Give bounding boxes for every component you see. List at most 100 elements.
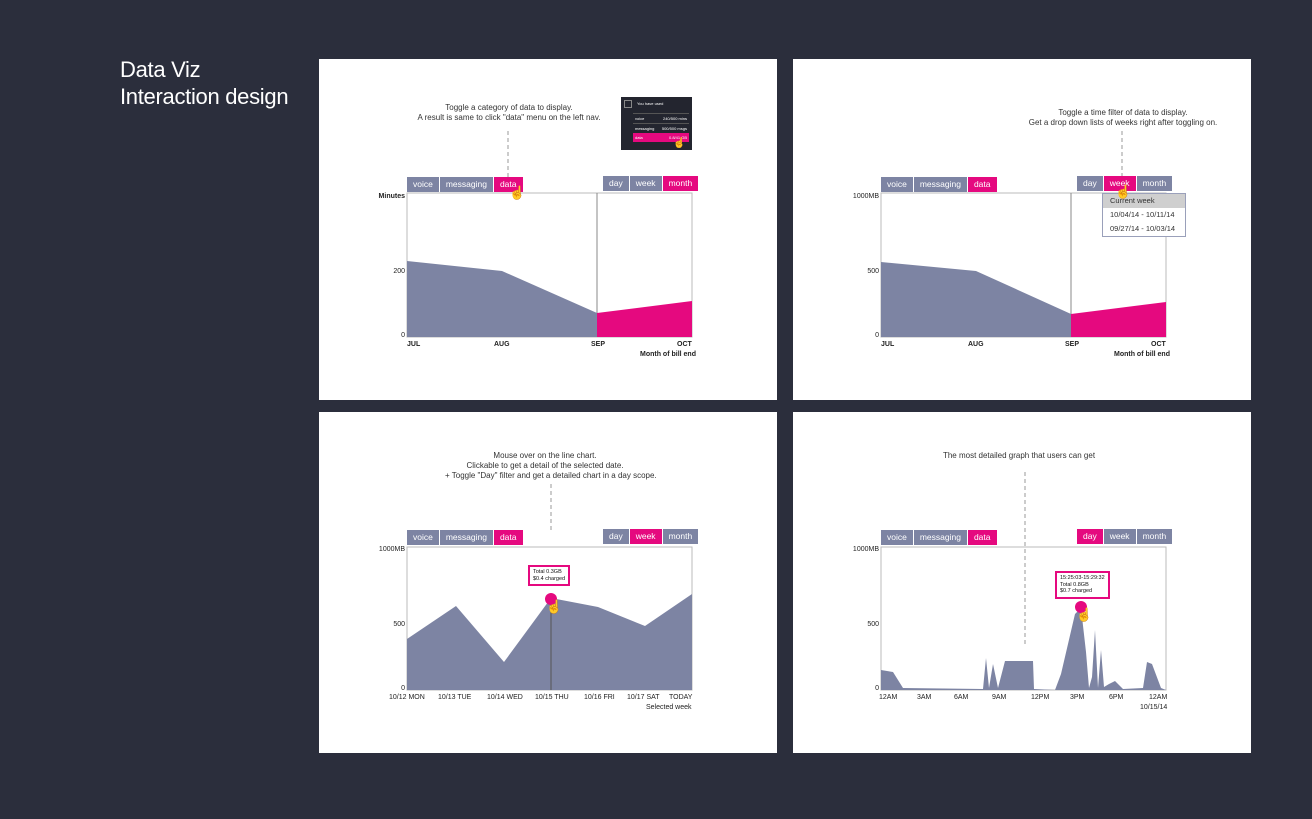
weekly-usage-area[interactable] bbox=[407, 594, 692, 690]
page-title-line2: Interaction design bbox=[120, 84, 289, 109]
y-tick-label: 0 bbox=[401, 332, 405, 339]
past-months-area[interactable] bbox=[407, 261, 597, 337]
usage-row: voice 240/500 mins bbox=[633, 113, 689, 123]
tab-week[interactable]: week bbox=[629, 176, 662, 191]
tab-month[interactable]: month bbox=[662, 176, 699, 191]
usage-row-value: 0.8/41 GB bbox=[668, 135, 687, 140]
note-line: A result is same to click "data" menu on… bbox=[417, 113, 601, 122]
x-tick-label: SEP bbox=[1065, 341, 1080, 348]
tab-messaging[interactable]: messaging bbox=[439, 177, 493, 192]
dropdown-option[interactable]: 10/04/14 - 10/11/14 bbox=[1110, 210, 1175, 219]
x-tick-label: 10/13 TUE bbox=[438, 694, 472, 701]
current-month-area[interactable] bbox=[1071, 302, 1166, 337]
hand-pointer-icon: ☝ bbox=[673, 138, 686, 149]
tab-week[interactable]: week bbox=[629, 529, 662, 544]
dropdown-option[interactable]: Current week bbox=[1103, 194, 1185, 208]
x-tick-label: 10/17 SAT bbox=[627, 694, 660, 701]
usage-header: You have used bbox=[637, 101, 664, 106]
tab-voice[interactable]: voice bbox=[407, 177, 439, 192]
time-tabs: day week month bbox=[603, 176, 699, 191]
current-month-area[interactable] bbox=[597, 301, 692, 337]
tab-messaging[interactable]: messaging bbox=[913, 530, 967, 545]
tab-messaging[interactable]: messaging bbox=[913, 177, 967, 192]
daily-usage-area[interactable] bbox=[881, 608, 1166, 690]
panel1-chart-svg bbox=[406, 131, 693, 338]
page-title: Data Viz Interaction design bbox=[120, 56, 289, 110]
hover-point[interactable] bbox=[1075, 601, 1087, 613]
usage-row-label: data bbox=[635, 135, 643, 140]
tooltip-line: Total 0.8GB bbox=[1060, 581, 1089, 588]
x-tick-label: JUL bbox=[881, 341, 895, 348]
hover-point[interactable] bbox=[545, 593, 557, 605]
time-tabs: day week month bbox=[1077, 176, 1173, 191]
past-months-area[interactable] bbox=[881, 262, 1071, 337]
dropdown-option[interactable]: 09/27/14 - 10/03/14 bbox=[1110, 224, 1176, 233]
usage-row: messaging 500/500 msgs bbox=[633, 123, 689, 133]
hand-pointer-icon: ☝ bbox=[1076, 607, 1093, 622]
note-line: The most detailed graph that users can g… bbox=[942, 451, 1096, 460]
x-tick-label: 10/12 MON bbox=[389, 694, 425, 701]
tab-week[interactable]: week bbox=[1103, 176, 1136, 191]
x-tick-label: SEP bbox=[591, 341, 606, 348]
note-line: + Toggle "Day" filter and get a detailed… bbox=[445, 471, 657, 480]
tab-voice[interactable]: voice bbox=[881, 530, 913, 545]
tab-voice[interactable]: voice bbox=[407, 530, 439, 545]
x-tick-label: 6AM bbox=[954, 694, 969, 701]
x-tick-label: 9AM bbox=[992, 694, 1007, 701]
y-tick-label: 200 bbox=[393, 268, 405, 275]
tab-day[interactable]: day bbox=[1077, 529, 1103, 544]
tab-data[interactable]: data bbox=[493, 177, 523, 192]
x-tick-label: 12AM bbox=[1149, 694, 1168, 701]
tab-week[interactable]: week bbox=[1103, 529, 1136, 544]
tooltip-line: $0.4 charged bbox=[533, 575, 566, 582]
panel-day-chart: The most detailed graph that users can g… bbox=[793, 412, 1251, 753]
tab-day[interactable]: day bbox=[603, 529, 629, 544]
x-axis-title: Selected week bbox=[646, 704, 692, 711]
note-line: Clickable to get a detail of the selecte… bbox=[466, 461, 624, 470]
category-tabs: voice messaging data bbox=[881, 530, 998, 545]
panel4-chart-svg bbox=[880, 472, 1167, 691]
tooltip-line: $0.7 charged bbox=[1060, 588, 1093, 594]
hand-pointer-icon: ☝ bbox=[1115, 184, 1132, 199]
panel2-chart-svg bbox=[880, 131, 1167, 338]
y-tick-label: 1000MB bbox=[378, 546, 405, 553]
tab-month[interactable]: month bbox=[1136, 176, 1173, 191]
y-tick-label: 500 bbox=[867, 268, 879, 275]
week-dropdown: Current week 10/04/14 - 10/11/14 09/27/1… bbox=[1102, 193, 1186, 237]
x-tick-label: 3AM bbox=[917, 694, 932, 701]
tab-month[interactable]: month bbox=[1136, 529, 1173, 544]
y-tick-label: 500 bbox=[867, 621, 879, 628]
user-icon bbox=[624, 100, 632, 108]
y-axis-unit: Minutes bbox=[378, 193, 405, 200]
tab-messaging[interactable]: messaging bbox=[439, 530, 493, 545]
usage-summary-thumbnail: You have used voice 240/500 mins messagi… bbox=[621, 97, 692, 150]
y-tick-label: 0 bbox=[401, 685, 405, 692]
tooltip-line: Total 0.3GB bbox=[533, 569, 562, 575]
note-line: Toggle a time filter of data to display. bbox=[1058, 108, 1188, 117]
tooltip-line: 15:25:03-15:29:32 bbox=[1060, 575, 1105, 581]
tab-data[interactable]: data bbox=[493, 530, 523, 545]
x-tick-label: AUG bbox=[494, 341, 510, 348]
time-tabs: day week month bbox=[603, 529, 699, 544]
hand-pointer-icon: ☝ bbox=[546, 599, 563, 614]
tab-voice[interactable]: voice bbox=[881, 177, 913, 192]
instruction-note: Toggle a category of data to display. A … bbox=[409, 103, 609, 123]
tab-data[interactable]: data bbox=[967, 530, 997, 545]
x-tick-label: 6PM bbox=[1109, 694, 1124, 701]
y-tick-label: 1000MB bbox=[852, 546, 879, 553]
tab-data[interactable]: data bbox=[967, 177, 997, 192]
y-tick-label: 500 bbox=[393, 621, 405, 628]
instruction-note: The most detailed graph that users can g… bbox=[919, 451, 1119, 461]
tab-day[interactable]: day bbox=[603, 176, 629, 191]
usage-row-selected[interactable]: data 0.8/41 GB bbox=[633, 133, 689, 142]
panel3-chart-svg bbox=[406, 484, 693, 691]
x-tick-label: JUL bbox=[407, 341, 421, 348]
panel-category-toggle: Toggle a category of data to display. A … bbox=[319, 59, 777, 400]
category-tabs: voice messaging data bbox=[881, 177, 998, 192]
x-axis-title: Month of bill end bbox=[1114, 351, 1170, 358]
data-tooltip: 15:25:03-15:29:32 Total 0.8GB $0.7 charg… bbox=[1055, 571, 1110, 599]
hand-pointer-icon: ☝ bbox=[509, 185, 526, 200]
tab-day[interactable]: day bbox=[1077, 176, 1103, 191]
page-title-line1: Data Viz bbox=[120, 57, 201, 82]
tab-month[interactable]: month bbox=[662, 529, 699, 544]
